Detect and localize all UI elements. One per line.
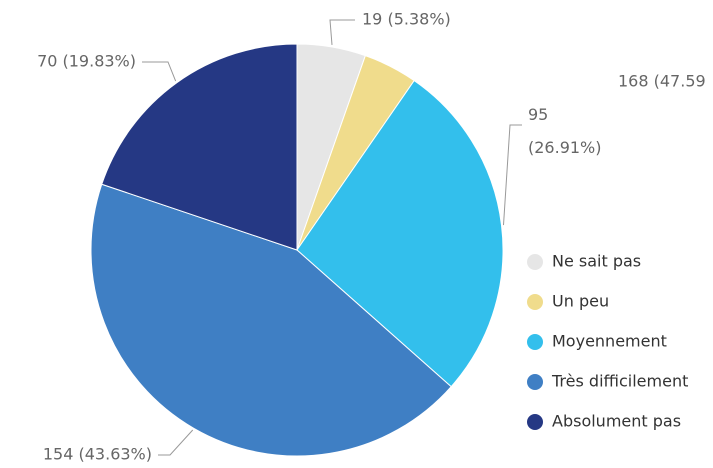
data-label: 154 (43.63%) (43, 445, 152, 464)
annotation: 168 (47.59 (618, 72, 706, 91)
leader-line (329, 19, 355, 46)
legend-swatch (527, 374, 543, 390)
pie-slice (296, 79, 504, 388)
data-label: 19 (5.38%) (362, 10, 451, 29)
data-label: 95 (26.91%) (528, 105, 602, 157)
pie-slice (90, 183, 452, 457)
legend-label: Un peu (552, 292, 609, 311)
leader-line (142, 61, 177, 82)
legend-label: Moyennement (552, 332, 667, 351)
legend-label: Très difficilement (551, 372, 688, 391)
legend-swatch (527, 294, 543, 310)
leader-line (158, 429, 194, 456)
pie-slice (101, 43, 298, 251)
legend-swatch (527, 334, 543, 350)
legend-label: Absolument pas (552, 412, 681, 431)
leader-line (503, 124, 522, 226)
legend-swatch (527, 254, 543, 270)
data-label: 70 (19.83%) (37, 52, 136, 71)
legend-swatch (527, 414, 543, 430)
legend-label: Ne sait pas (552, 252, 641, 271)
